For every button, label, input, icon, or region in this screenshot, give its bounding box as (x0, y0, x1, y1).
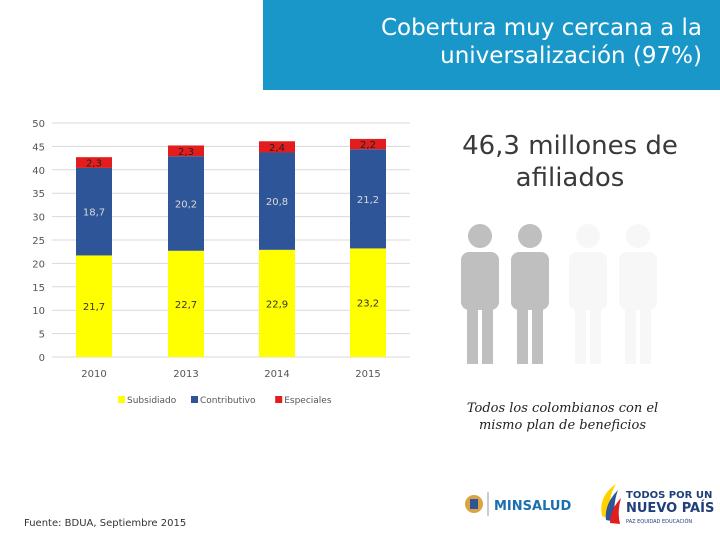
y-tick-label: 10 (32, 306, 45, 317)
colombia-flag-swoosh-icon (601, 484, 616, 520)
minsalud-logo: MINSALUD (465, 492, 571, 516)
title-line-2: universalización (97%) (440, 43, 702, 69)
bar-especiales (76, 157, 112, 168)
caption-line-2: mismo plan de beneficios (478, 418, 646, 433)
data-label: 2,2 (360, 140, 376, 151)
title-banner: Cobertura muy cercana a la universalizac… (263, 0, 720, 90)
todos-line-2: NUEVO PAÍS (626, 500, 714, 516)
people-icon (461, 224, 657, 364)
x-tick-label: 2010 (81, 369, 106, 380)
bar-especiales (259, 141, 295, 153)
legend-label: Contributivo (200, 396, 256, 406)
data-label: 22,7 (175, 300, 197, 311)
caption-line-1: Todos los colombianos con el (466, 401, 659, 416)
y-tick-label: 45 (32, 142, 45, 153)
bar-especiales (168, 145, 204, 157)
bar-subsidiado (259, 249, 295, 357)
caption: Todos los colombianos con el mismo plan … (430, 400, 695, 434)
bar-contributivo (259, 152, 295, 250)
headline: 46,3 millones de afiliados (425, 130, 715, 194)
person-icon (619, 224, 657, 364)
data-label: 22,9 (266, 299, 288, 310)
bar-especiales (350, 138, 386, 150)
y-tick-label: 20 (32, 259, 45, 270)
bar-contributivo (168, 156, 204, 251)
headline-line-1: 46,3 millones de (462, 131, 678, 161)
legend-swatch (118, 396, 125, 403)
data-label: 2,3 (178, 147, 194, 158)
legend-label: Subsidiado (127, 396, 177, 406)
title-line-1: Cobertura muy cercana a la (380, 15, 702, 41)
minsalud-text: MINSALUD (494, 499, 571, 514)
data-label: 2,3 (86, 159, 102, 170)
todos-line-3: PAZ EQUIDAD EDUCACIÓN (626, 518, 692, 525)
todos-line-1: TODOS POR UN (626, 490, 712, 501)
data-label: 2,4 (269, 143, 285, 154)
bar-contributivo (76, 167, 112, 256)
data-label: 20,8 (266, 197, 288, 208)
person-icon (569, 224, 607, 364)
stacked-bar-chart: 0 5 10 15 20 25 30 35 40 45 50 21,7 18,7 2,3 2010 22,7 2… (32, 119, 410, 406)
bar-subsidiado (350, 248, 386, 357)
bar-contributivo (350, 149, 386, 249)
bar-subsidiado (168, 250, 204, 357)
data-label: 21,2 (357, 195, 379, 206)
y-tick-label: 40 (32, 166, 45, 177)
person-icon (511, 224, 549, 364)
source-note: Fuente: BDUA, Septiembre 2015 (24, 518, 187, 529)
legend-label: Especiales (284, 396, 332, 406)
y-tick-label: 50 (32, 119, 45, 130)
y-tick-label: 35 (32, 189, 45, 200)
headline-line-2: afiliados (515, 163, 625, 193)
x-tick-label: 2014 (264, 369, 289, 380)
y-tick-label: 30 (32, 213, 45, 224)
data-label: 20,2 (175, 199, 197, 210)
bar-subsidiado (76, 255, 112, 357)
x-tick-label: 2015 (355, 369, 380, 380)
todos-por-un-nuevo-pais-logo: TODOS POR UN NUEVO PAÍS PAZ EQUIDAD EDUC… (601, 484, 714, 525)
person-icon (461, 224, 499, 364)
y-tick-label: 0 (39, 353, 45, 364)
legend-swatch (191, 396, 198, 403)
y-tick-label: 15 (32, 283, 45, 294)
data-label: 21,7 (83, 302, 105, 313)
data-label: 18,7 (83, 208, 105, 219)
x-tick-label: 2013 (173, 369, 198, 380)
y-tick-label: 25 (32, 236, 45, 247)
legend-swatch (275, 396, 283, 403)
data-label: 23,2 (357, 299, 379, 310)
y-tick-label: 5 (39, 330, 45, 341)
